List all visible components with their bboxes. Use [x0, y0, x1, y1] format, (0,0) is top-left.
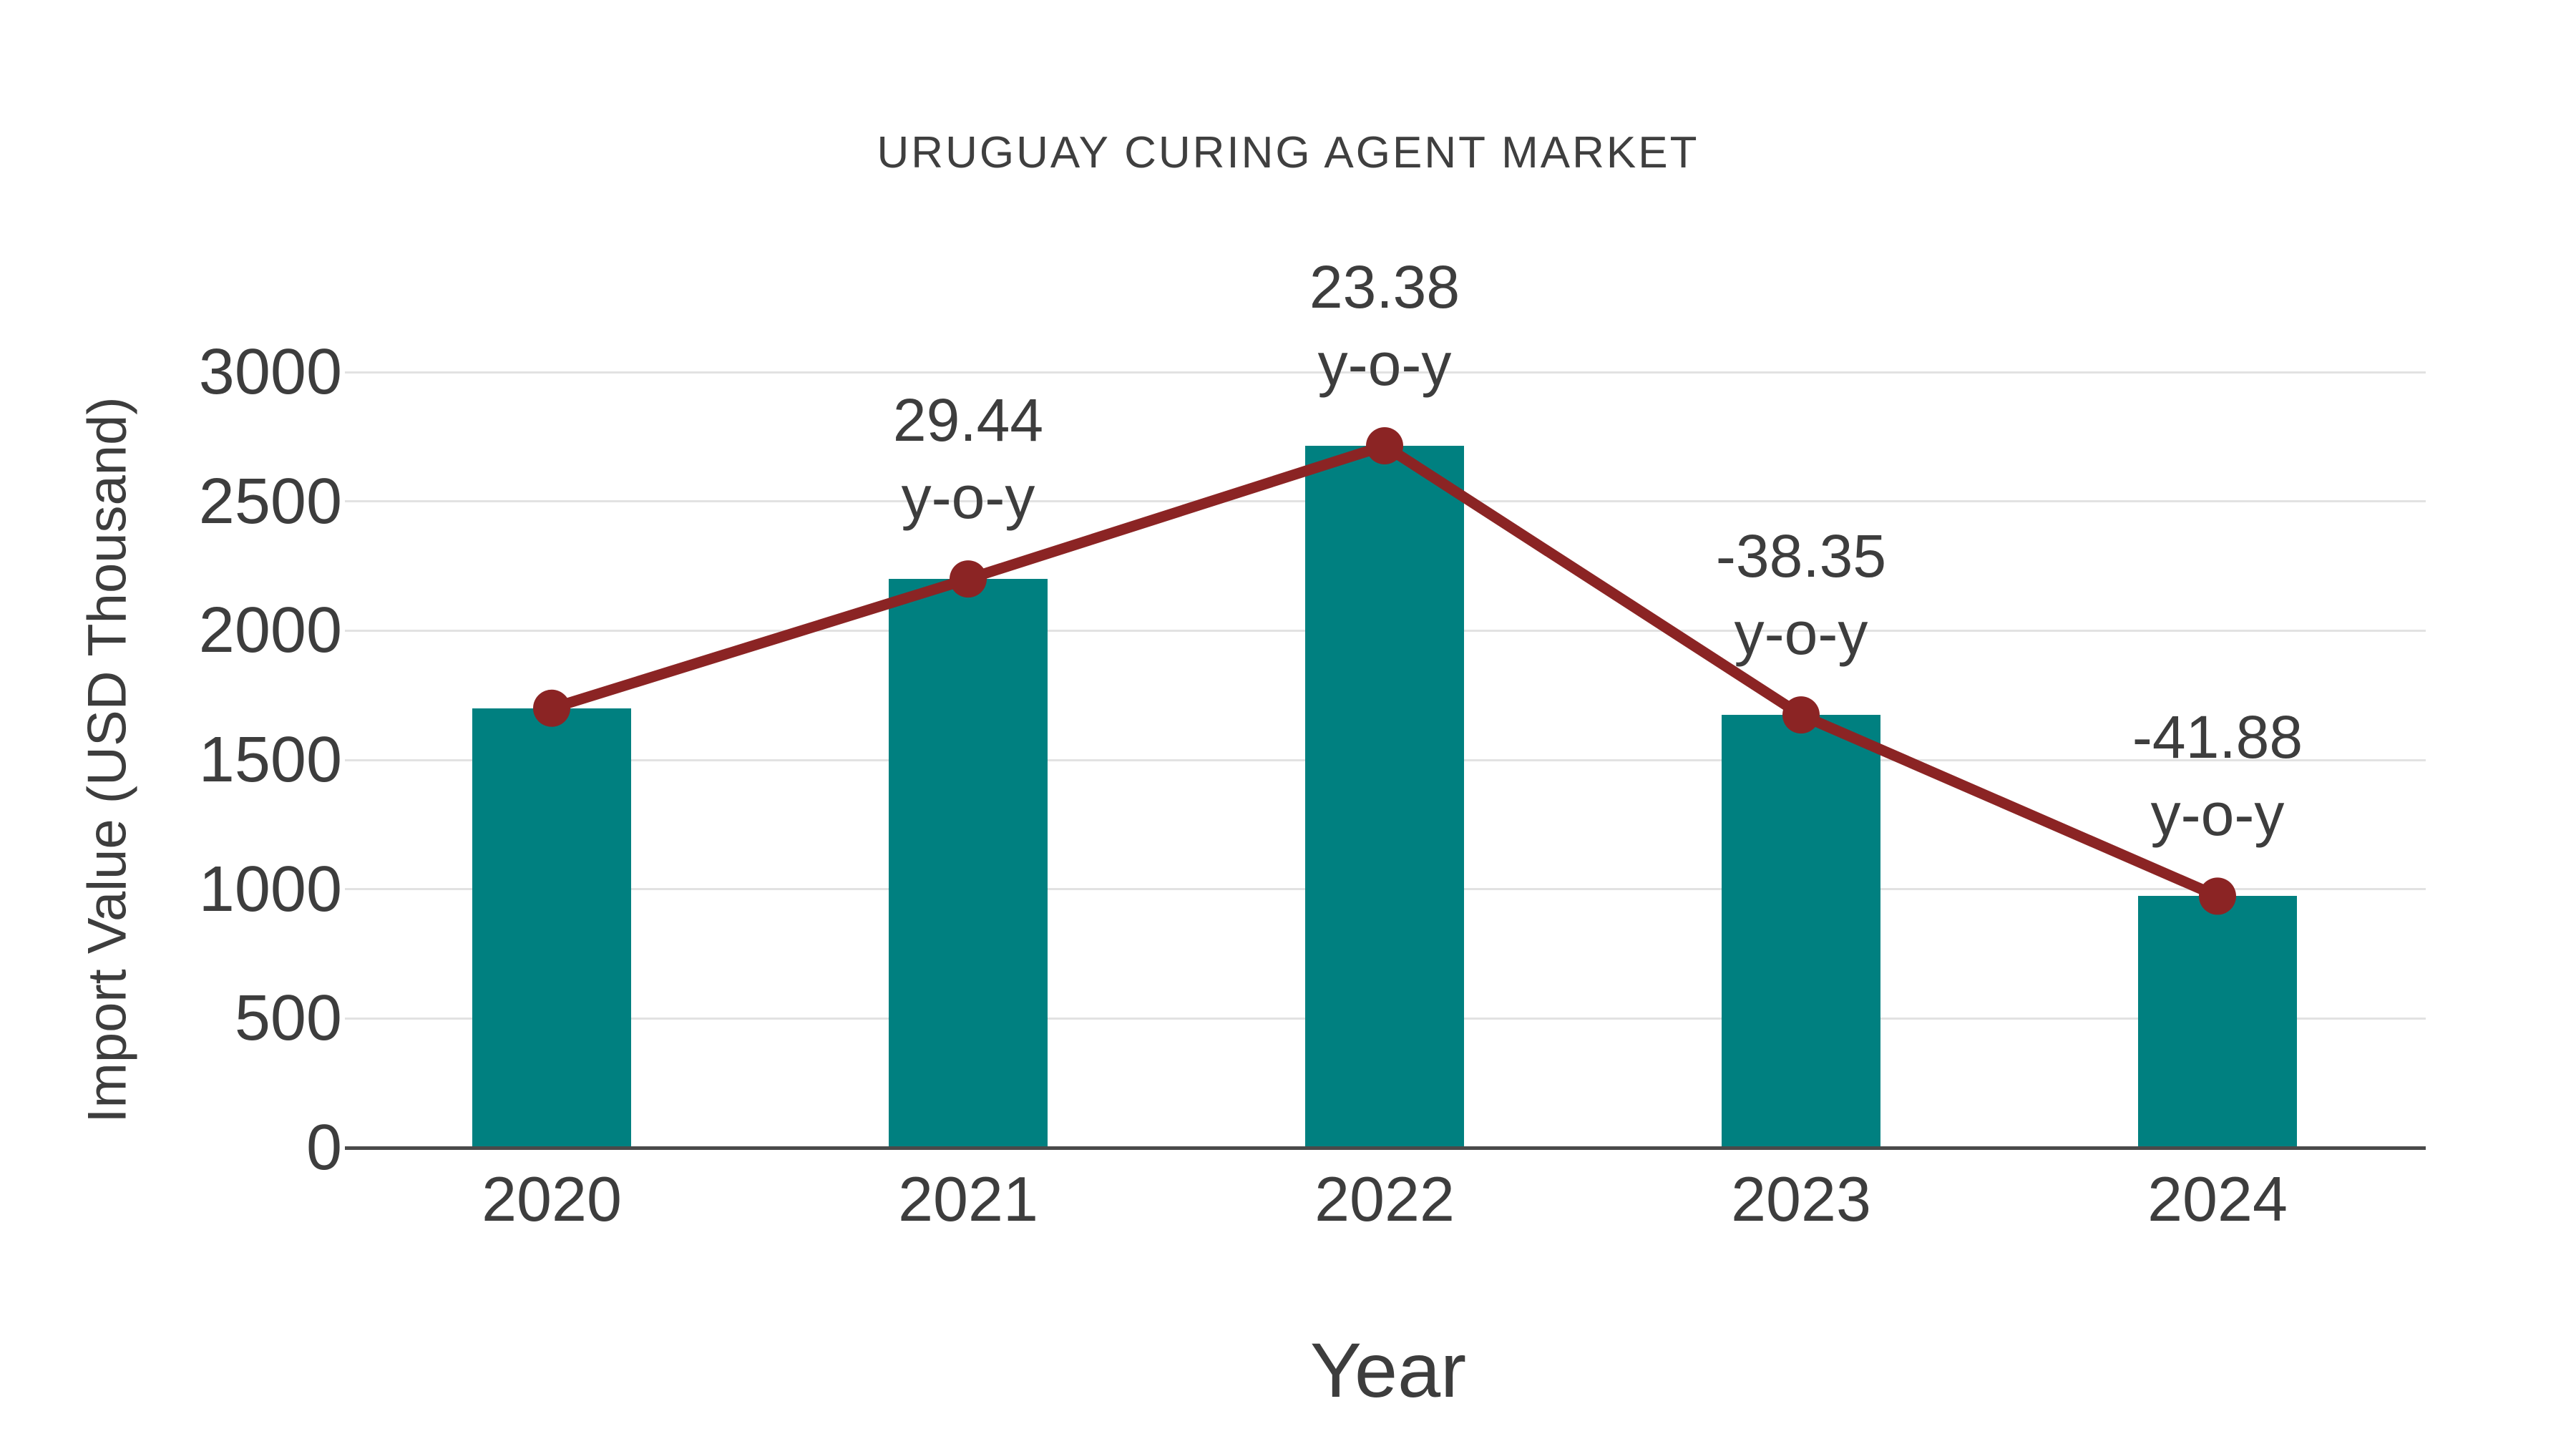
- bar-2020: [472, 708, 631, 1148]
- x-tick-label-2021: 2021: [898, 1163, 1038, 1234]
- x-tick-label-2023: 2023: [1731, 1163, 1871, 1234]
- line-marker-2024: [2199, 877, 2236, 915]
- yoy-annotation-2024: -41.88 y-o-y: [2132, 698, 2303, 853]
- yoy-value-label: -38.35: [1715, 522, 1887, 590]
- chart-title: URUGUAY CURING AGENT MARKET: [877, 128, 1699, 177]
- yoy-suffix-label: y-o-y: [901, 464, 1035, 532]
- y-tick-label-2000: 2000: [198, 595, 342, 667]
- x-tick-label-2022: 2022: [1314, 1163, 1455, 1234]
- gridline-3000: [345, 371, 2426, 374]
- y-tick-label-3000: 3000: [198, 336, 342, 408]
- yoy-annotation-2021: 29.44 y-o-y: [893, 381, 1043, 536]
- line-marker-2021: [950, 560, 987, 598]
- bar-2022: [1305, 445, 1464, 1148]
- x-axis-line: [345, 1146, 2426, 1150]
- yoy-suffix-label: y-o-y: [1734, 600, 1868, 668]
- yoy-line: [546, 440, 2223, 902]
- yoy-value-label: 29.44: [892, 386, 1044, 454]
- y-tick-label-1000: 1000: [198, 853, 342, 925]
- y-tick-label-0: 0: [306, 1112, 342, 1184]
- bar-2024: [2138, 896, 2297, 1148]
- line-marker-2020: [533, 689, 570, 727]
- yoy-suffix-label: y-o-y: [1317, 330, 1452, 398]
- yoy-value-label: 23.38: [1309, 253, 1460, 321]
- line-marker-2022: [1366, 426, 1403, 464]
- y-tick-label-2500: 2500: [198, 465, 342, 537]
- line-marker-2023: [1782, 696, 1820, 734]
- y-tick-label-500: 500: [234, 982, 342, 1055]
- yoy-suffix-label: y-o-y: [2150, 781, 2285, 849]
- bar-2023: [1722, 715, 1880, 1148]
- x-tick-label-2020: 2020: [482, 1163, 622, 1234]
- y-tick-label-1500: 1500: [198, 724, 342, 796]
- yoy-value-label: -41.88: [2132, 703, 2303, 771]
- yoy-annotation-2023: -38.35 y-o-y: [1716, 517, 1886, 672]
- bar-2021: [889, 579, 1048, 1148]
- x-tick-label-2024: 2024: [2147, 1163, 2288, 1234]
- x-axis-title: Year: [1309, 1327, 1467, 1413]
- yoy-annotation-2022: 23.38 y-o-y: [1309, 248, 1460, 403]
